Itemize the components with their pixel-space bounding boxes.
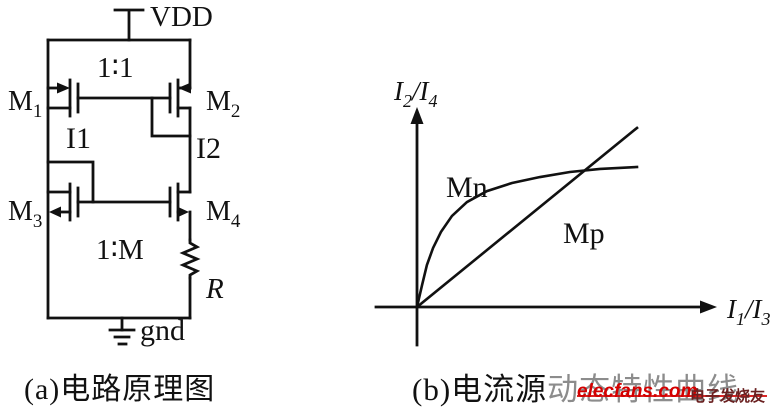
m1-label: M1: [8, 86, 42, 122]
x-axis-arrow-icon: [700, 300, 717, 314]
m2-arrow-icon: [178, 82, 191, 94]
m4-arrow-icon: [177, 206, 189, 218]
m2-label: M2: [206, 86, 240, 122]
caption-b-suffix: 动态特性曲线: [547, 372, 740, 407]
gnd-label: gnd: [140, 314, 185, 347]
transistor-m4: [168, 182, 192, 222]
current-i2-label: I2: [196, 132, 221, 165]
vdd-supply-symbol: [113, 8, 145, 42]
caption-panel-b: (b)电流源动态特性曲线: [412, 364, 739, 409]
curve-mp-label: Mp: [563, 217, 605, 250]
curve-mn-label: Mn: [446, 171, 488, 204]
m1-arrow-icon: [57, 82, 70, 94]
transistor-m3: [46, 182, 80, 222]
current-i1-label: I1: [66, 122, 91, 155]
curve-mn: [415, 165, 639, 309]
mirror-ratio-bottom-label: 1∶M: [96, 234, 144, 266]
characteristic-graph: [374, 107, 717, 347]
watermark-rule: [577, 395, 767, 397]
resistor-symbol: [179, 238, 201, 280]
watermark-cn-text: 电子发烧友: [690, 389, 766, 405]
wire-m3-diode-connection: [46, 160, 95, 204]
m4-label: M4: [206, 196, 241, 232]
curve-mp: [415, 126, 639, 309]
caption-b-prefix: (b)电流源: [412, 372, 548, 407]
transistor-m2: [168, 78, 192, 118]
vdd-label: VDD: [150, 1, 213, 33]
circuit-schematic: [46, 8, 201, 346]
resistor-label: R: [205, 273, 224, 305]
watermark-site-text: elecfans.com: [577, 381, 698, 402]
wire-m2-diode-connection: [150, 96, 192, 138]
ground-symbol: [108, 316, 136, 346]
m3-label: M3: [8, 196, 42, 232]
transistor-m1: [46, 78, 80, 118]
y-axis-label: I2/I4: [393, 76, 438, 111]
y-axis-arrow-icon: [410, 107, 424, 124]
m3-arrow-icon: [49, 206, 61, 218]
x-axis-label: I1/I3: [726, 294, 771, 329]
mirror-ratio-top-label: 1∶1: [97, 52, 134, 84]
caption-panel-a: (a)电路原理图: [24, 373, 216, 406]
